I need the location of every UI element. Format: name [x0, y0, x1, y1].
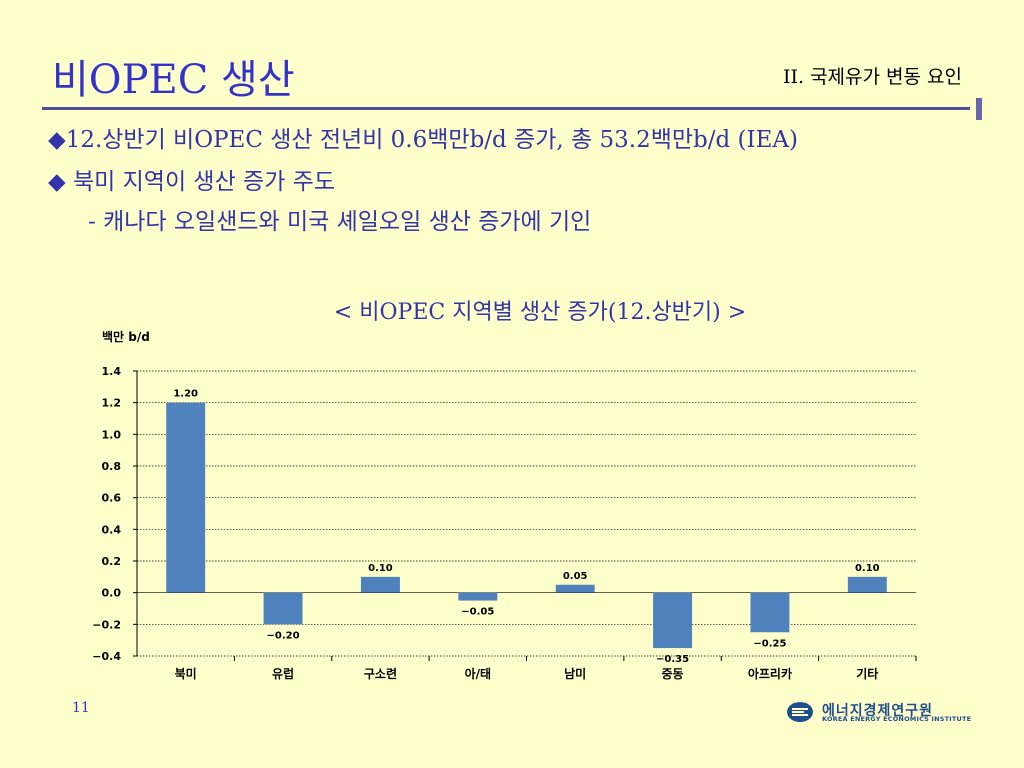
slide-title: 비OPEC 생산: [52, 57, 295, 103]
data-label: 1.20: [173, 389, 198, 400]
x-tick-label: 구소련: [364, 666, 397, 681]
y-tick-label: 1.4: [102, 365, 122, 378]
y-tick-label: 0.2: [102, 555, 122, 568]
y-tick-label: 0.8: [102, 460, 122, 473]
sub-bullet-item: - 캐나다 오일샌드와 미국 셰일오일 생산 증가에 기인: [88, 209, 592, 235]
y-axis-unit-label: 백만 b/d: [102, 330, 150, 344]
x-tick-label: 유럽: [272, 667, 294, 681]
bar: [360, 576, 400, 593]
data-label: −0.20: [267, 630, 300, 641]
data-label: 0.10: [855, 563, 880, 574]
y-tick-label: 0.0: [102, 587, 122, 600]
bar: [653, 592, 693, 649]
y-tick-label: 1.0: [102, 428, 122, 441]
page-number: 11: [72, 700, 90, 716]
institute-name-kr: 에너지경제연구원: [822, 703, 934, 719]
y-tick-label: −0.4: [92, 650, 121, 663]
x-tick-label: 중동: [662, 667, 684, 681]
bar: [750, 592, 790, 633]
bar: [166, 402, 206, 593]
bullet-item: ◆ 북미 지역이 생산 증가 주도: [48, 169, 336, 195]
bar: [847, 576, 887, 593]
title-divider: [42, 107, 970, 110]
data-label: 0.10: [368, 563, 393, 574]
y-tick-label: 0.4: [102, 523, 122, 536]
x-tick-label: 아프리카: [748, 666, 792, 681]
x-tick-label: 남미: [564, 666, 586, 681]
y-tick-label: 1.2: [102, 397, 122, 410]
bar: [555, 584, 595, 593]
bullet-item: ◆12.상반기 비OPEC 생산 전년비 0.6백만b/d 증가, 총 53.2…: [48, 127, 798, 153]
bar: [458, 592, 498, 601]
institute-name-en: KOREA ENERGY ECONOMICS INSTITUTE: [822, 715, 972, 723]
corner-accent: [976, 98, 982, 120]
bullet-list: ◆12.상반기 비OPEC 생산 전년비 0.6백만b/d 증가, 총 53.2…: [48, 124, 948, 238]
data-label: 0.05: [563, 571, 588, 582]
chart-heading: < 비OPEC 지역별 생산 증가(12.상반기) >: [333, 300, 747, 325]
x-tick-label: 아/태: [465, 666, 491, 681]
data-label: −0.35: [656, 654, 689, 665]
data-label: −0.25: [753, 638, 786, 649]
x-tick-label: 기타: [856, 666, 878, 681]
y-tick-label: 0.6: [102, 492, 122, 505]
section-label: II. 국제유가 변동 요인: [782, 66, 962, 88]
bar: [263, 592, 303, 625]
y-tick-label: −0.2: [92, 618, 121, 631]
data-label: −0.05: [461, 607, 494, 618]
institute-emblem-icon: [787, 702, 813, 722]
x-tick-label: 북미: [175, 666, 197, 681]
institute-logo: 에너지경제연구원 KOREA ENERGY ECONOMICS INSTITUT…: [786, 700, 986, 724]
